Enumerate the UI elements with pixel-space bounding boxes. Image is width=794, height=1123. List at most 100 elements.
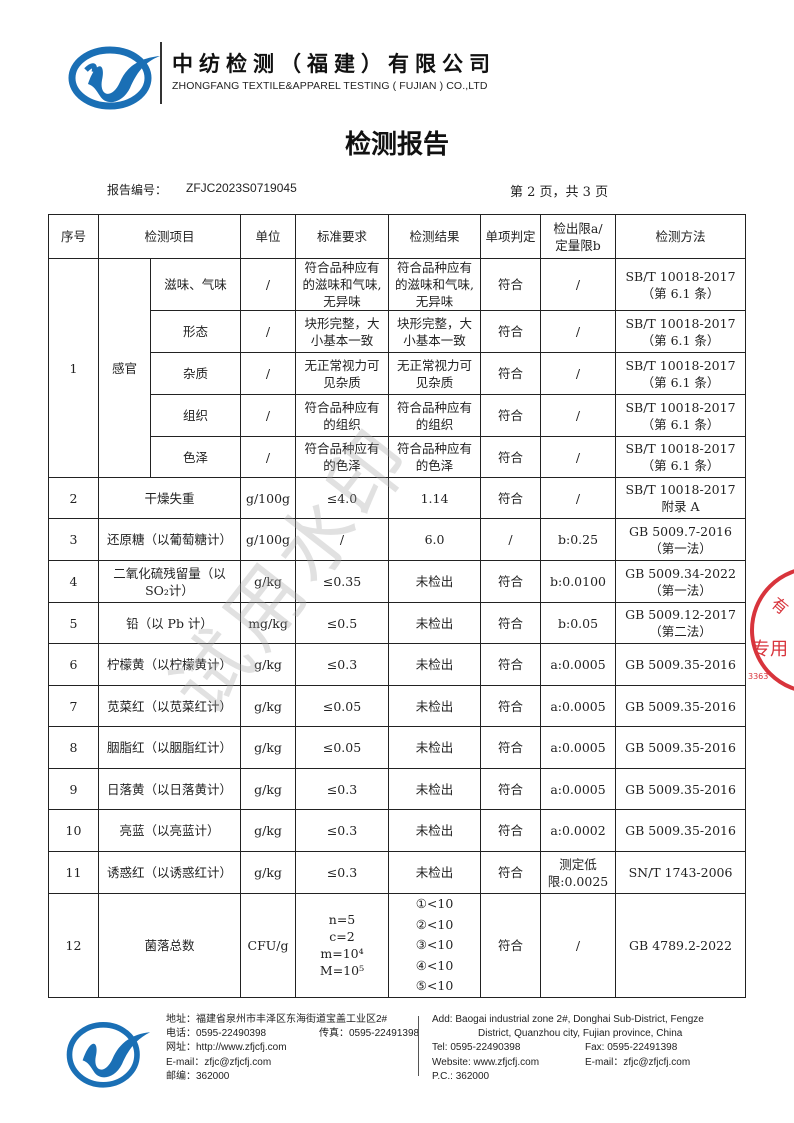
company-name-cn: 中纺检测（福建）有限公司 [172,52,496,76]
cell-limit: a:0.0002 [540,809,617,852]
footer-divider [418,1016,419,1076]
cell-standard: / [295,518,390,561]
cell-unit: g/kg [240,726,297,769]
cell-limit: b:0.25 [540,518,617,561]
cell-result: 符合品种应有 的色泽 [388,436,482,478]
cell-standard: n=5 c=2 m=10⁴ M=10⁵ [295,893,390,998]
cell-method: GB 5009.7-2016 （第一法） [615,518,747,561]
table-row: 7 苋菜红（以苋菜红计） g/kg ≤0.05 未检出 符合 a:0.0005 GB 5009… [48,685,747,727]
cell-unit: g/kg [240,685,297,727]
cell-limit: / [540,893,617,998]
cell-limit: b:0.0100 [540,560,617,603]
column-header: 单位 [240,214,297,259]
cell-result: 符合品种应有 的组织 [388,394,482,437]
row-number: 9 [48,768,99,810]
cell-judgment: 符合 [480,685,542,727]
cell-method: SB/T 10018-2017 （第 6.1 条） [615,436,747,478]
column-header: 标准要求 [295,214,390,259]
footer-logo-icon [66,1021,151,1088]
cell-result: 未检出 [388,560,482,603]
cell-result: 未检出 [388,809,482,852]
test-item: 诱惑红（以诱惑红计） [97,851,242,894]
cell-judgment: 符合 [480,258,542,311]
cell-limit: a:0.0005 [540,643,617,686]
cell-result: 未检出 [388,643,482,686]
test-item: 日落黄（以日落黄计） [97,768,242,810]
cell-judgment: 符合 [480,809,542,852]
report-no: ZFJC2023S0719045 [186,181,297,195]
test-subitem: 滋味、气味 [149,258,242,311]
cell-method: GB 5009.12-2017 （第二法） [615,602,747,644]
table-row: 组织 / 符合品种应有 的组织 符合品种应有 的组织 符合 / SB/T 10018-201… [49,394,747,437]
table-row: 杂质 / 无正常视力可 见杂质 无正常视力可 见杂质 符合 / SB/T 10018-201… [49,352,747,395]
cell-standard: ≤0.05 [295,726,390,769]
cell-result: 未检出 [388,602,482,644]
footer-email[interactable]: E-mail：zfjc@zfjcfj.com [166,1056,272,1068]
row-number: 6 [48,643,99,686]
header-divider [160,42,162,104]
footer-website-en[interactable]: Website: www.zfjcfj.com [432,1056,540,1068]
cell-result: ①<10 ②<10 ③<10 ④<10 ⑤<10 [388,893,482,998]
row-number: 5 [48,602,99,644]
column-header: 检测方法 [615,214,747,259]
column-header: 单项判定 [480,214,542,259]
column-header: 序号 [48,214,99,259]
table-row: 5 铅（以 Pb 计） mg/kg ≤0.5 未检出 符合 b:0.05 GB 5009.12… [48,602,747,644]
row-number: 8 [48,726,99,769]
cell-limit: a:0.0005 [540,726,617,769]
test-subitem: 杂质 [149,352,242,395]
cell-limit: a:0.0005 [540,685,617,727]
test-subitem: 形态 [149,310,242,353]
cell-limit: b:0.05 [540,602,617,644]
cell-method: SB/T 10018-2017 （第 6.1 条） [615,352,747,395]
footer-address-en: Add: Baogai industrial zone 2#, Donghai … [432,1014,704,1025]
cell-limit: a:0.0005 [540,768,617,810]
cell-standard: 符合品种应有 的滋味和气味, 无异味 [295,258,390,311]
cell-unit: CFU/g [240,893,297,998]
row-number: 4 [48,560,99,603]
cell-method: SN/T 1743-2006 [615,851,747,894]
cell-unit: / [240,258,297,311]
cell-judgment: 符合 [480,394,542,437]
company-logo-icon [68,46,160,110]
footer-email-en[interactable]: E-mail：zfjc@zfjcfj.com [585,1056,691,1068]
table-row: 3 还原糖（以葡萄糖计） g/100g/6.0/b:0.25 GB 5009.7-20… [48,518,747,561]
footer-postcode: 邮编：362000 [166,1070,230,1082]
cell-standard: ≤0.3 [295,768,390,810]
cell-judgment: 符合 [480,602,542,644]
cell-method: GB 5009.35-2016 [615,643,747,686]
footer-contact-cn: 地址：福建省泉州市丰泽区东海街道宝盖工业区2# 电话：0595-22490398… [166,1013,419,1084]
column-header: 检测项目 [97,214,242,259]
column-header: 检出限a/ 定量限b [540,214,617,259]
row-number: 2 [48,477,99,519]
test-results-table: 序号 检测项目 单位 标准要求 检测结果 单项判定 检出限a/ 定量限b 检测方法 1 感官 滋味、… [48,214,747,998]
svg-text:3363: 3363 [748,672,768,681]
cell-limit: / [540,477,617,519]
cell-limit: 测定低 限:0.0025 [540,851,617,894]
row-number: 10 [48,809,99,852]
test-subitem: 色泽 [149,436,242,478]
cell-judgment: 符合 [480,893,542,998]
footer-address-en-2: District, Quanzhou city, Fujian province… [478,1028,683,1040]
table-row: 12 菌落总数 CFU/g n=5 c=2 m=10⁴ M=10⁵ ①<10 ②<10 … [48,893,747,998]
cell-standard: ≤0.05 [295,685,390,727]
page-title: 检测报告 [344,130,449,160]
test-item: 亮蓝（以亮蓝计） [97,809,242,852]
cell-standard: 符合品种应有 的组织 [295,394,390,437]
cell-standard: ≤0.3 [295,809,390,852]
cell-result: 无正常视力可 见杂质 [388,352,482,395]
table-row: 11 诱惑红（以诱惑红计） g/kg ≤0.3 未检出 符合 测定低 限:0.0025 SN/… [48,851,747,894]
cell-method: SB/T 10018-2017 （第 6.1 条） [615,310,747,353]
cell-method: GB 5009.35-2016 [615,726,747,769]
row-number: 7 [48,685,99,727]
test-item: 胭脂红（以胭脂红计） [97,726,242,769]
footer-website[interactable]: 网址：http://www.zfjcfj.com [166,1042,287,1054]
cell-result: 未检出 [388,685,482,727]
cell-limit: / [540,394,617,437]
cell-result: 未检出 [388,726,482,769]
table-header-row: 序号 检测项目 单位 标准要求 检测结果 单项判定 检出限a/ 定量限b 检测方法 [48,214,747,259]
row-number: 12 [48,893,99,998]
test-item: 感官 [98,258,151,478]
cell-result: 未检出 [388,768,482,810]
cell-unit: g/kg [240,809,297,852]
